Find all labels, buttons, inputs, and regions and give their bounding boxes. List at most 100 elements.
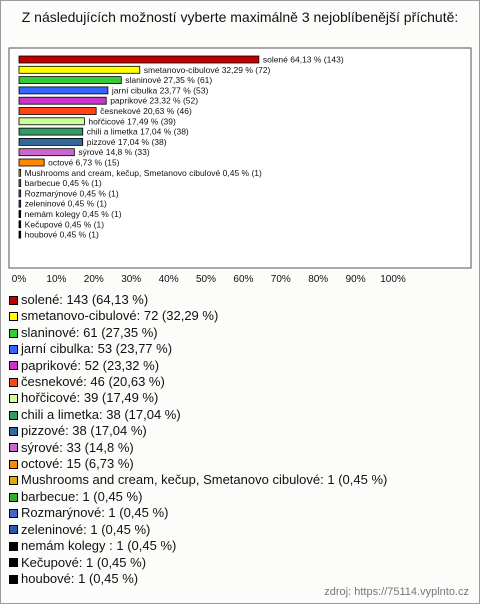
legend-swatch	[9, 426, 18, 436]
bar	[18, 76, 122, 84]
x-tick-label: 90%	[346, 274, 366, 285]
value-label: nemám kolegy 0,45 % (1)	[25, 209, 122, 219]
legend-swatch	[9, 574, 18, 584]
legend-item: solené: 143 (64,13 %)	[9, 292, 387, 308]
value-label: smetanovo-cibulové 32,29 % (72)	[144, 65, 271, 75]
value-label: paprikové 23,32 % (52)	[110, 96, 198, 106]
legend-label: octové: 15 (6,73 %)	[21, 456, 134, 472]
bar	[18, 55, 260, 64]
value-label: chili a limetka 17,04 % (38)	[87, 127, 189, 137]
x-tick-label: 100%	[380, 274, 406, 285]
value-label: solené 64,13 % (143)	[263, 55, 344, 65]
legend-swatch	[9, 344, 18, 354]
legend-label: česnekové: 46 (20,63 %)	[21, 374, 165, 390]
legend-label: chili a limetka: 38 (17,04 %)	[21, 406, 181, 422]
x-tick-label: 80%	[308, 274, 328, 285]
chart-title: Z následujících možností vyberte maximál…	[21, 9, 459, 25]
legend-swatch	[9, 361, 18, 371]
legend-swatch	[9, 295, 18, 305]
legend-item: barbecue: 1 (0,45 %)	[9, 489, 387, 505]
legend-swatch	[9, 410, 18, 420]
legend-label: sýrové: 33 (14,8 %)	[21, 439, 134, 455]
value-label: česnekové 20,63 % (46)	[100, 106, 192, 116]
bar	[18, 189, 22, 198]
legend-swatch	[9, 558, 18, 568]
value-label: Kečupové 0,45 % (1)	[25, 219, 105, 229]
legend-label: nemám kolegy : 1 (0,45 %)	[21, 538, 177, 554]
value-label: zeleninové 0,45 % (1)	[25, 199, 107, 209]
legend-label: pizzové: 38 (17,04 %)	[21, 423, 147, 439]
legend-label: hořčicové: 39 (17,49 %)	[21, 390, 159, 406]
legend-item: houbové: 1 (0,45 %)	[9, 571, 387, 587]
x-tick-label: 50%	[196, 274, 216, 285]
legend-label: Mushrooms and cream, kečup, Smetanovo ci…	[21, 472, 388, 488]
bar	[18, 210, 22, 218]
value-label: Mushrooms and cream, kečup, Smetanovo ci…	[25, 168, 262, 178]
bar	[18, 107, 97, 115]
legend-label: slaninové: 61 (27,35 %)	[21, 324, 158, 340]
legend-swatch	[9, 459, 18, 469]
bar	[18, 86, 109, 95]
bar	[18, 199, 22, 208]
legend-item: pizzové: 38 (17,04 %)	[9, 423, 387, 439]
bar	[18, 179, 22, 188]
legend-item: smetanovo-cibulové: 72 (32,29 %)	[9, 308, 387, 324]
legend-item: slaninové: 61 (27,35 %)	[9, 325, 387, 341]
value-label: hořčicové 17,49 % (39)	[88, 116, 176, 126]
legend-item: Kečupové: 1 (0,45 %)	[9, 555, 387, 571]
x-tick-label: 60%	[233, 274, 253, 285]
legend-swatch	[9, 443, 18, 453]
legend-item: nemám kolegy : 1 (0,45 %)	[9, 538, 387, 554]
legend-label: paprikové: 52 (23,32 %)	[21, 357, 160, 373]
x-tick-label: 0%	[12, 274, 27, 285]
legend-label: barbecue: 1 (0,45 %)	[21, 488, 143, 504]
x-tick-label: 10%	[46, 274, 66, 285]
plot-frame	[8, 47, 472, 269]
value-label: octové 6,73 % (15)	[48, 158, 120, 168]
value-label: houbové 0,45 % (1)	[25, 230, 99, 240]
value-label: slaninové 27,35 % (61)	[125, 75, 212, 85]
x-tick-label: 30%	[121, 274, 141, 285]
x-tick-label: 70%	[271, 274, 291, 285]
x-tick-label: 20%	[84, 274, 104, 285]
legend-label: smetanovo-cibulové: 72 (32,29 %)	[21, 308, 219, 324]
legend-label: jarní cibulka: 53 (23,77 %)	[21, 341, 173, 357]
legend-item: paprikové: 52 (23,32 %)	[9, 358, 387, 374]
legend-label: Kečupové: 1 (0,45 %)	[21, 554, 147, 570]
value-label: barbecue 0,45 % (1)	[25, 178, 102, 188]
legend-item: česnekové: 46 (20,63 %)	[9, 374, 387, 390]
bar	[18, 158, 45, 167]
value-label: sýrové 14,8 % (33)	[78, 147, 150, 157]
value-label: pizzové 17,04 % (38)	[87, 137, 167, 147]
bar	[18, 117, 85, 126]
legend-item: octové: 15 (6,73 %)	[9, 456, 387, 472]
legend-item: chili a limetka: 38 (17,04 %)	[9, 407, 387, 423]
bar	[18, 96, 107, 105]
value-label: Rozmarýnové 0,45 % (1)	[25, 188, 119, 198]
bar	[18, 148, 75, 157]
legend-label: Rozmarýnové: 1 (0,45 %)	[21, 505, 169, 521]
legend-swatch	[9, 328, 18, 338]
chart: 0% 10% 20% 30% 40% 50% 60% 70% 80% 90% 100% solené …	[8, 47, 472, 285]
value-label: jarní cibulka 23,77 % (53)	[111, 85, 209, 95]
source: zdroj: https://75114.vyplnto.cz	[324, 586, 469, 598]
legend-swatch	[9, 541, 18, 551]
bar	[18, 220, 22, 229]
legend-item: Rozmarýnové: 1 (0,45 %)	[9, 505, 387, 521]
legend-label: zeleninové: 1 (0,45 %)	[21, 521, 151, 537]
legend-swatch	[9, 525, 18, 535]
legend-label: houbové: 1 (0,45 %)	[21, 570, 139, 586]
legend-item: sýrové: 33 (14,8 %)	[9, 440, 387, 456]
legend-swatch	[9, 492, 18, 502]
legend-swatch	[9, 508, 18, 518]
legend-item: zeleninové: 1 (0,45 %)	[9, 522, 387, 538]
bar	[18, 168, 22, 177]
legend: solené: 143 (64,13 %) smetanovo-cibulové:…	[9, 292, 387, 587]
legend-item: jarní cibulka: 53 (23,77 %)	[9, 341, 387, 357]
legend-item: hořčicové: 39 (17,49 %)	[9, 390, 387, 406]
bar	[18, 65, 141, 74]
legend-swatch	[9, 476, 18, 486]
bar	[18, 137, 84, 146]
legend-swatch	[9, 394, 18, 404]
